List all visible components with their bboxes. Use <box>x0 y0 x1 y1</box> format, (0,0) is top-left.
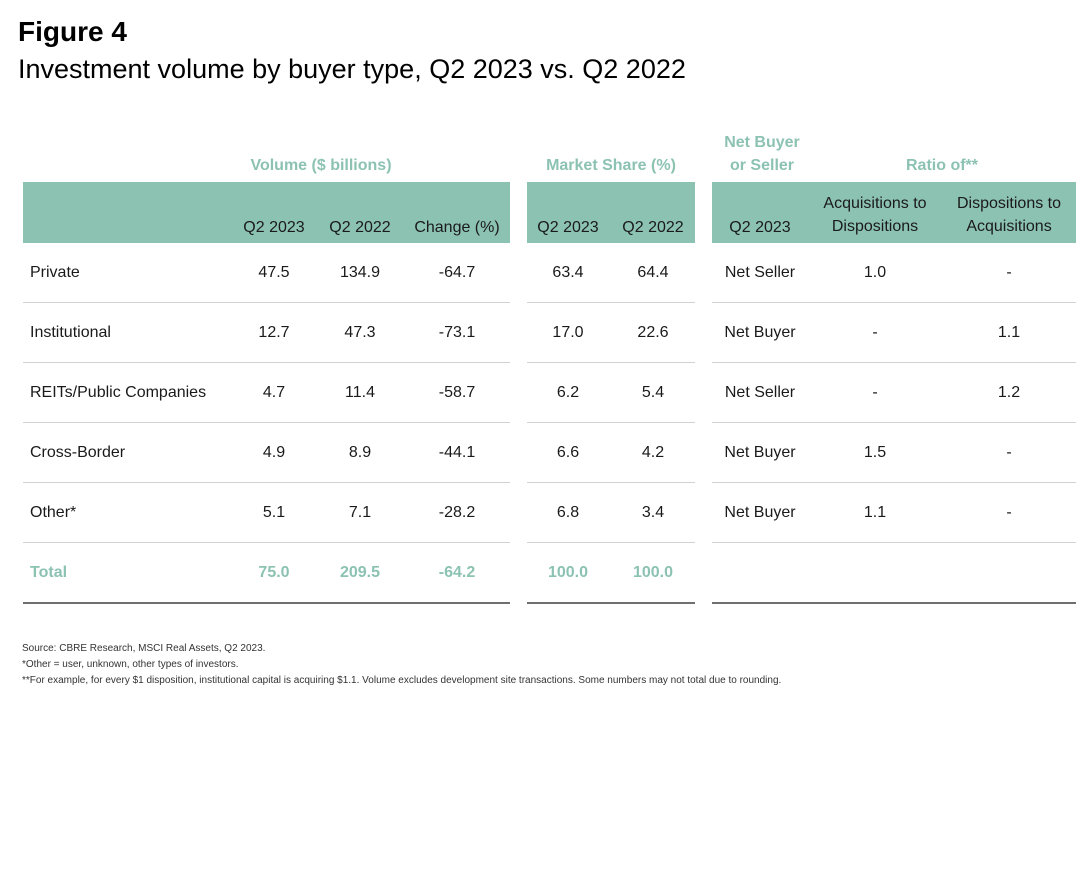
total-volume-2023: 75.0 <box>258 564 290 581</box>
total-share-2023: 100.0 <box>547 564 589 581</box>
cell-share-2023: 6.2 <box>556 384 580 401</box>
cell-volume-2023: 47.5 <box>258 264 290 281</box>
cell-share-2022: 4.2 <box>641 444 665 461</box>
cell-disp-to-acq: 1.2 <box>997 384 1021 401</box>
cell-volume-2023: 4.7 <box>262 384 286 401</box>
cell-volume-2022: 134.9 <box>339 264 381 281</box>
cell-share-2022: 64.4 <box>637 264 669 281</box>
row-divider <box>23 482 510 483</box>
col-header-dispositions-line1: Dispositions to <box>956 195 1062 212</box>
table-bottom-rule <box>712 602 1076 604</box>
table-bottom-rule <box>527 602 695 604</box>
row-divider <box>23 422 510 423</box>
row-divider <box>23 362 510 363</box>
cell-share-2023: 63.4 <box>552 264 584 281</box>
group-header-ratio: Ratio of** <box>906 157 978 174</box>
cell-disp-to-acq: 1.1 <box>997 324 1021 341</box>
cell-acq-to-disp: - <box>872 384 878 401</box>
total-volume-2022: 209.5 <box>339 564 381 581</box>
cell-share-2023: 6.6 <box>556 444 580 461</box>
row-divider <box>527 422 695 423</box>
cell-net-buyer-seller: Net Seller <box>724 264 796 281</box>
header-band-share <box>527 182 695 243</box>
col-header-share-q2-2023: Q2 2023 <box>537 219 599 236</box>
group-header-volume: Volume ($ billions) <box>250 157 392 174</box>
col-header-share-q2-2022: Q2 2022 <box>622 219 684 236</box>
cell-net-buyer-seller: Net Buyer <box>724 324 796 341</box>
cell-volume-2022: 11.4 <box>345 384 375 401</box>
cell-volume-2023: 5.1 <box>262 504 286 521</box>
cell-acq-to-disp: 1.0 <box>863 264 887 281</box>
cell-volume-change: -44.1 <box>438 444 476 461</box>
total-share-2022: 100.0 <box>632 564 674 581</box>
row-divider <box>712 422 1076 423</box>
row-label: REITs/Public Companies <box>30 384 207 401</box>
row-label: Cross-Border <box>30 444 126 461</box>
cell-volume-change: -64.7 <box>438 264 476 281</box>
col-header-volume-change: Change (%) <box>414 219 500 236</box>
group-header-market-share: Market Share (%) <box>546 157 676 174</box>
figure-label: Figure 4 <box>18 16 127 47</box>
row-divider <box>712 542 1076 543</box>
cell-volume-2022: 7.1 <box>348 504 372 521</box>
row-divider <box>712 302 1076 303</box>
header-band-ratio <box>712 182 1076 243</box>
ratio-footnote: **For example, for every $1 disposition,… <box>22 675 782 686</box>
col-header-volume-q2-2022: Q2 2022 <box>329 219 391 236</box>
row-label: Other* <box>30 504 77 521</box>
row-label: Private <box>30 264 80 281</box>
other-footnote: *Other = user, unknown, other types of i… <box>22 659 239 670</box>
cell-volume-change: -28.2 <box>438 504 476 521</box>
col-header-volume-q2-2023: Q2 2023 <box>243 219 305 236</box>
col-header-acquisitions-to-dispositions: Acquisitions to Dispositions <box>812 192 938 238</box>
figure-title: Investment volume by buyer type, Q2 2023… <box>18 54 686 84</box>
col-header-dispositions-to-acquisitions: Dispositions to Acquisitions <box>946 192 1072 238</box>
cell-volume-change: -58.7 <box>438 384 476 401</box>
cell-acq-to-disp: 1.5 <box>863 444 887 461</box>
cell-volume-2022: 47.3 <box>344 324 376 341</box>
row-divider <box>527 362 695 363</box>
cell-volume-change: -73.1 <box>438 324 476 341</box>
group-header-net-buyer-line1: Net Buyer <box>724 134 800 151</box>
col-header-net-q2-2023: Q2 2023 <box>729 219 791 236</box>
cell-disp-to-acq: - <box>1006 264 1012 281</box>
cell-disp-to-acq: - <box>1006 444 1012 461</box>
cell-net-buyer-seller: Net Buyer <box>724 444 796 461</box>
cell-share-2023: 17.0 <box>552 324 584 341</box>
cell-acq-to-disp: 1.1 <box>863 504 887 521</box>
row-divider <box>527 542 695 543</box>
col-header-dispositions-line2: Acquisitions <box>966 218 1052 235</box>
row-divider <box>527 302 695 303</box>
row-divider <box>23 542 510 543</box>
cell-volume-2022: 8.9 <box>348 444 372 461</box>
cell-disp-to-acq: - <box>1006 504 1012 521</box>
cell-volume-2023: 4.9 <box>262 444 286 461</box>
group-header-net-buyer-line2: or Seller <box>729 157 795 174</box>
row-label: Institutional <box>30 324 111 341</box>
col-header-acquisitions-line1: Acquisitions to <box>823 195 927 212</box>
cell-share-2022: 22.6 <box>637 324 669 341</box>
col-header-acquisitions-line2: Dispositions <box>831 218 919 235</box>
total-volume-change: -64.2 <box>438 564 476 581</box>
table-bottom-rule <box>23 602 510 604</box>
cell-share-2023: 6.8 <box>556 504 580 521</box>
cell-share-2022: 5.4 <box>641 384 665 401</box>
row-divider <box>527 482 695 483</box>
cell-acq-to-disp: - <box>872 324 878 341</box>
row-divider <box>23 302 510 303</box>
row-divider <box>712 482 1076 483</box>
row-divider <box>712 362 1076 363</box>
cell-net-buyer-seller: Net Buyer <box>724 504 796 521</box>
total-row-label: Total <box>30 564 68 581</box>
cell-volume-2023: 12.7 <box>258 324 290 341</box>
cell-share-2022: 3.4 <box>641 504 665 521</box>
header-band-volume <box>23 182 510 243</box>
cell-net-buyer-seller: Net Seller <box>724 384 796 401</box>
source-note: Source: CBRE Research, MSCI Real Assets,… <box>22 643 266 654</box>
